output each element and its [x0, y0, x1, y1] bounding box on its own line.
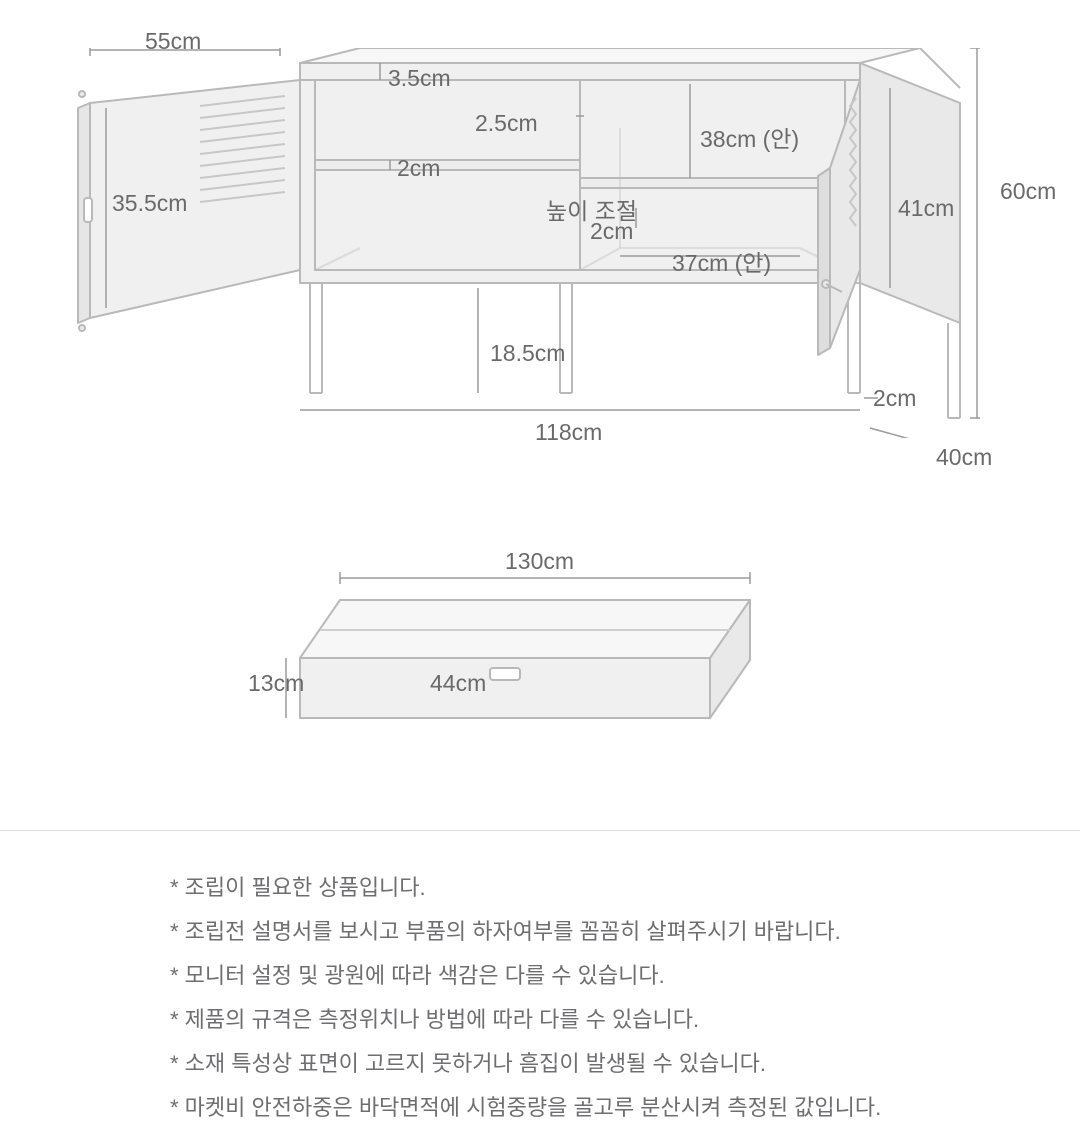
dim-41cm: 41cm — [898, 195, 954, 222]
dim-18p5cm: 18.5cm — [490, 340, 565, 367]
dim-55cm: 55cm — [145, 28, 201, 55]
note-2: * 조립전 설명서를 보시고 부품의 하자여부를 꼼꼼히 살펴주시기 바랍니다. — [170, 915, 970, 949]
box-dim-44cm: 44cm — [430, 670, 486, 697]
cabinet-diagram — [60, 48, 980, 438]
dim-3p5cm: 3.5cm — [388, 65, 451, 92]
disclaimer-notes: * 조립이 필요한 상품입니다. * 조립전 설명서를 보시고 부품의 하자여부… — [0, 830, 1080, 1136]
height-adjust-value: 2cm — [590, 218, 633, 245]
note-3: * 모니터 설정 및 광원에 따라 색감은 다를 수 있습니다. — [170, 959, 970, 993]
box-dim-130cm: 130cm — [505, 548, 574, 575]
dim-60cm: 60cm — [1000, 178, 1056, 205]
note-6: * 마켓비 안전하중은 바닥면적에 시험중량을 골고루 분산시켜 측정된 값입니… — [170, 1091, 970, 1125]
dim-2cm-shelf: 2cm — [397, 155, 440, 182]
dim-37cm-in: 37cm (안) — [672, 244, 771, 278]
note-4: * 제품의 규격은 측정위치나 방법에 따라 다를 수 있습니다. — [170, 1003, 970, 1037]
note-1: * 조립이 필요한 상품입니다. — [170, 871, 970, 905]
box-dim-13cm: 13cm — [248, 670, 304, 697]
dim-35p5cm: 35.5cm — [112, 190, 187, 217]
dim-38cm-in: 38cm (안) — [700, 120, 799, 154]
package-box-diagram — [280, 560, 820, 750]
dim-2p5cm: 2.5cm — [475, 110, 538, 137]
dim-40cm: 40cm — [936, 444, 992, 471]
dim-118cm: 118cm — [535, 419, 602, 446]
note-5: * 소재 특성상 표면이 고르지 못하거나 흠집이 발생될 수 있습니다. — [170, 1047, 970, 1081]
dim-2cm-leg: 2cm — [873, 385, 916, 412]
